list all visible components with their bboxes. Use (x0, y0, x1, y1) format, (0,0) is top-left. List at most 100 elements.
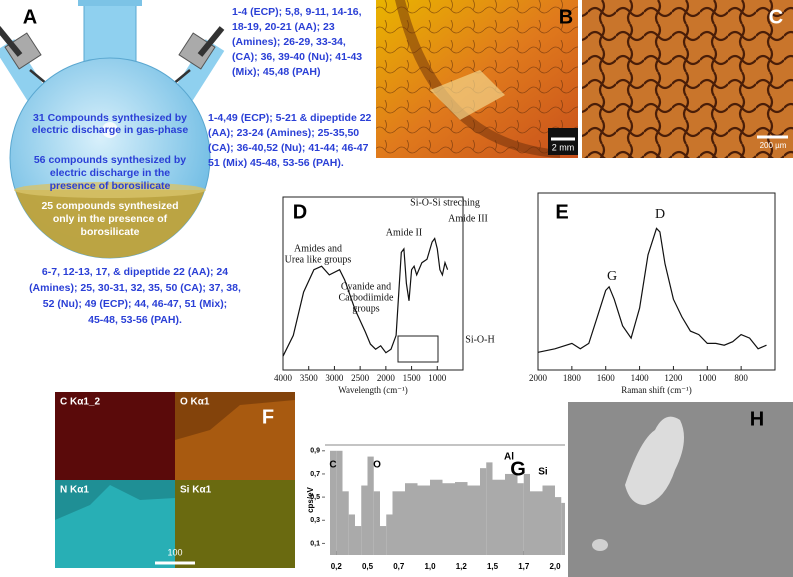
annotation: groups (352, 303, 379, 314)
y-tick-label: 0,7 (310, 471, 320, 478)
x-tick-label: 1000 (698, 373, 717, 383)
spectrum-bar (555, 497, 562, 555)
x-tick-label: 3500 (300, 373, 319, 383)
spectrum-bar (480, 468, 487, 555)
x-tick-label: 1600 (597, 373, 616, 383)
panel-label: C (769, 6, 783, 28)
compound-list: 51 (Mix) 45-48, 53-56 (PAH). (208, 157, 344, 169)
spectrum-bar (355, 526, 362, 555)
spectrum-bar (380, 526, 387, 555)
panel-label: B (559, 6, 573, 28)
compound-list: (Amines); 25, 30-31, 32, 35, 50 (CA); 37… (29, 282, 241, 294)
compound-list: 1-4 (ECP); 5,8, 9-11, 14-16, (232, 6, 362, 18)
spectrum-bar (330, 450, 337, 555)
compound-list: 6-7, 12-13, 17, & dipeptide 22 (AA); 24 (42, 266, 228, 278)
spectrum-bar (348, 514, 355, 555)
sem-particle (625, 416, 684, 505)
spectrum-bar (523, 473, 530, 555)
spectrum-bar (386, 514, 393, 555)
x-tick-label: 2000 (377, 373, 396, 383)
flask-text: electric discharge in gas-phase (32, 124, 189, 136)
scale-label: 2 mm (552, 142, 575, 152)
x-tick-label: 1000 (428, 373, 447, 383)
flask-text: 25 compounds synthesized (41, 200, 178, 212)
x-tick-label: 800 (734, 373, 748, 383)
x-axis-label: Raman shift (cm⁻¹) (621, 385, 691, 395)
x-tick-label: 1,2 (456, 562, 468, 571)
sem-particle (592, 539, 608, 551)
compound-list: (Mix); 45,48 (PAH) (232, 66, 321, 78)
photo-b-flake (430, 70, 505, 120)
photo-b-edge (395, 0, 560, 158)
spectrum-bar (342, 491, 349, 555)
annotation: O (373, 460, 381, 471)
map-si (175, 480, 295, 568)
spectrum-bar (467, 485, 480, 555)
highlight-box (397, 335, 439, 363)
plot-frame (282, 196, 464, 371)
panel-label: H (750, 408, 764, 430)
spectrum-bar (455, 482, 468, 555)
flask-text: presence of borosilicate (50, 180, 171, 192)
x-tick-label: 0,5 (362, 562, 374, 571)
panel-label: G (510, 458, 526, 480)
x-axis-label: Wavelength (cm⁻¹) (338, 385, 407, 395)
spectrum-bar (486, 462, 493, 555)
annotation: Si (538, 467, 548, 478)
annotation: G (607, 269, 617, 284)
spectrum-line (282, 237, 449, 357)
scale-label: 200 µm (760, 141, 787, 150)
scale-label: 100 (167, 547, 182, 557)
spectrum-bar (517, 483, 524, 555)
spectrum-bar (442, 483, 455, 555)
x-tick-label: 2500 (351, 373, 370, 383)
x-tick-label: 1,7 (518, 562, 530, 571)
compound-list: 45-48, 53-56 (PAH). (88, 314, 182, 326)
compound-list: (AA); 23-24 (Amines); 25-35,50 (208, 127, 359, 139)
compound-list: (Amines); 26-29, 33-34, (232, 36, 346, 48)
flask-text: borosilicate (81, 226, 140, 238)
annotation: Si-O-H (465, 334, 494, 345)
x-tick-label: 2,0 (549, 562, 561, 571)
spectrum-bar (542, 485, 555, 555)
annotation: D (655, 207, 665, 222)
spectrum-bar (373, 491, 380, 555)
compound-list: (CA); 36, 39-40 (Nu); 41-43 (232, 51, 362, 63)
map-label: N Kα1 (60, 485, 89, 496)
compound-list: 52 (Nu); 49 (ECP); 44, 46-47, 51 (Mix); (43, 298, 227, 310)
spectrum-bar (505, 473, 518, 555)
map-o-region (175, 392, 295, 440)
annotation: Urea like groups (285, 254, 352, 265)
annotation: Cyanide and (341, 281, 391, 292)
compound-list: 1-4,49 (ECP); 5-21 & dipeptide 22 (208, 112, 372, 124)
map-label: Si Kα1 (180, 485, 212, 496)
x-tick-label: 1400 (631, 373, 650, 383)
spectrum-bar (492, 479, 505, 555)
x-tick-label: 4000 (274, 373, 293, 383)
annotation: Si-O-Si streching (410, 197, 480, 208)
annotation: C (329, 460, 336, 471)
x-tick-label: 0,2 (331, 562, 343, 571)
spectrum-bar (430, 479, 443, 555)
scale-box (548, 128, 578, 155)
photo-c (582, 0, 793, 158)
panel-label: F (262, 406, 274, 428)
annotation: Amide III (448, 213, 488, 224)
y-tick-label: 0,3 (310, 517, 320, 524)
spectrum-bar (361, 485, 368, 555)
x-tick-label: 1500 (403, 373, 422, 383)
x-tick-label: 1,5 (487, 562, 499, 571)
y-tick-label: 0,5 (310, 494, 320, 501)
y-tick-label: 0,1 (310, 540, 320, 547)
map-n-region (55, 485, 175, 568)
x-tick-label: 2000 (529, 373, 548, 383)
map-label: C Kα1_2 (60, 397, 100, 408)
panel-label: A (23, 6, 37, 28)
panel-label: E (555, 201, 568, 223)
spectrum-line (537, 227, 767, 353)
flask-text: only in the presence of (53, 213, 168, 225)
spectrum-bar (417, 485, 430, 555)
flask-text: 31 Compounds synthesized by (33, 112, 187, 124)
plot-frame (537, 192, 776, 371)
